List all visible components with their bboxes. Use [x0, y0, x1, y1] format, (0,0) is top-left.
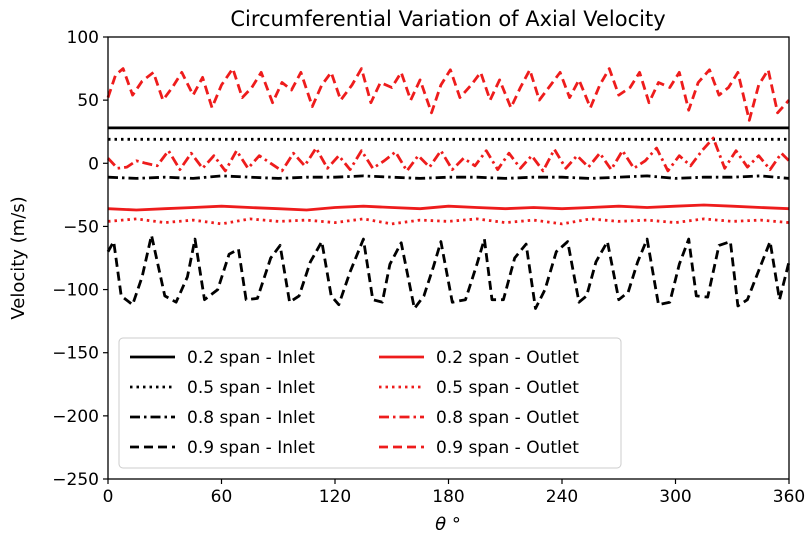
legend-box	[118, 337, 622, 469]
x-tick-label: 0	[103, 487, 114, 507]
x-axis-label: θ °	[435, 514, 461, 535]
x-tick-label: 180	[432, 487, 464, 507]
legend-label: 0.8 span - Outlet	[436, 408, 579, 428]
series-line-7	[106, 67, 791, 122]
series-line-4	[107, 203, 790, 212]
chart-title: Circumferential Variation of Axial Veloc…	[230, 7, 665, 31]
y-tick-label: 100	[67, 28, 99, 48]
x-tick-label: 300	[659, 487, 691, 507]
legend-label: 0.5 span - Inlet	[187, 378, 315, 398]
legend-label: 0.9 span - Inlet	[187, 438, 315, 458]
y-tick-label: −50	[63, 217, 99, 237]
series-line-3	[106, 233, 791, 310]
legend-label: 0.8 span - Inlet	[187, 408, 315, 428]
legend-label: 0.9 span - Outlet	[436, 438, 579, 458]
y-tick-label: 50	[77, 91, 99, 111]
x-axis: 0 60 120 180 240 300 360	[103, 479, 805, 507]
y-tick-label: −100	[52, 281, 99, 301]
x-tick-label: 120	[319, 487, 351, 507]
legend: 0.2 span - Inlet 0.5 span - Inlet 0.8 span…	[118, 337, 622, 469]
y-tick-label: 0	[88, 154, 99, 174]
x-tick-label: 360	[773, 487, 805, 507]
y-tick-label: −150	[52, 344, 99, 364]
legend-label: 0.5 span - Outlet	[436, 378, 579, 398]
y-axis-label: Velocity (m/s)	[8, 196, 29, 319]
y-axis: 100 50 0 −50 −100 −150 −200 −250	[52, 28, 108, 490]
y-tick-label: −200	[52, 407, 99, 427]
legend-label: 0.2 span - Inlet	[187, 348, 315, 368]
series-line-6	[106, 136, 790, 173]
series-line-2	[107, 174, 790, 180]
plot-area	[106, 67, 791, 310]
legend-label: 0.2 span - Outlet	[436, 348, 579, 368]
x-tick-label: 60	[211, 487, 233, 507]
series-line-5	[107, 217, 790, 226]
y-tick-label: −250	[52, 470, 99, 490]
x-tick-label: 240	[546, 487, 578, 507]
